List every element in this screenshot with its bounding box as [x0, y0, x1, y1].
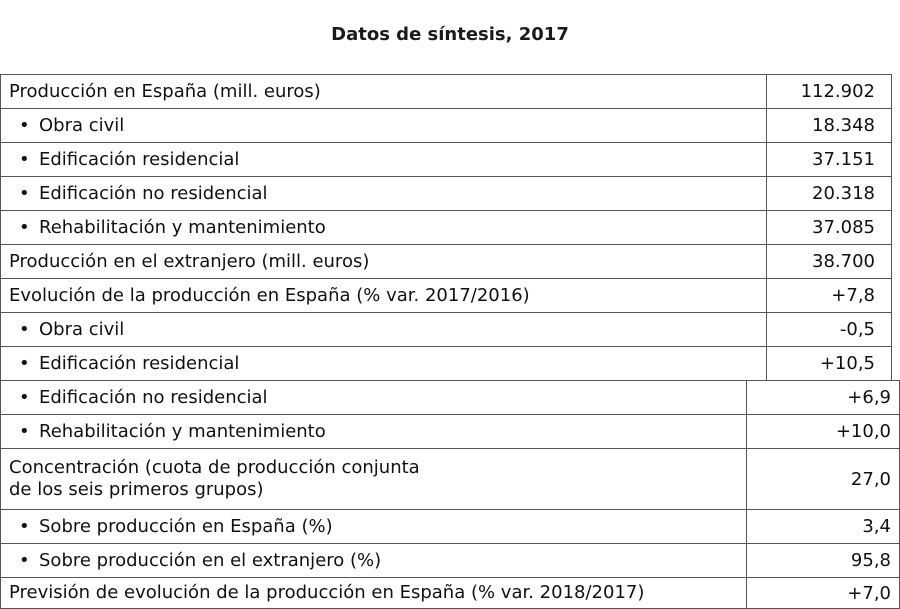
- row-label-cell: • Edificación residencial: [0, 346, 766, 381]
- table-row: Producción en España (mill. euros) 112.9…: [0, 74, 900, 109]
- row-value: 3,4: [746, 509, 900, 544]
- bullet: •: [19, 549, 30, 571]
- row-label-cell: • Sobre producción en España (%): [0, 509, 746, 544]
- row-label: Rehabilitación y mantenimiento: [39, 420, 326, 442]
- row-value: 20.318: [766, 176, 892, 211]
- table-row: • Obra civil 18.348: [0, 108, 900, 143]
- row-value: 37.151: [766, 142, 892, 177]
- table-row: • Edificación no residencial 20.318: [0, 176, 900, 211]
- row-value: +6,9: [746, 380, 900, 415]
- table-row: • Sobre producción en España (%) 3,4: [0, 509, 900, 544]
- table-row: • Obra civil -0,5: [0, 312, 900, 347]
- row-label: Rehabilitación y mantenimiento: [39, 216, 326, 238]
- row-label-cell: • Obra civil: [0, 312, 766, 347]
- table-row: • Rehabilitación y mantenimiento +10,0: [0, 414, 900, 449]
- row-value: 95,8: [746, 543, 900, 578]
- row-label: Edificación no residencial: [39, 182, 268, 204]
- table-row: Concentración (cuota de producción conju…: [0, 448, 900, 510]
- row-label: Edificación no residencial: [39, 386, 268, 408]
- table-row: Previsión de evolución de la producción …: [0, 577, 900, 609]
- row-value: 37.085: [766, 210, 892, 245]
- row-label: Edificación residencial: [39, 148, 240, 170]
- row-label: Edificación residencial: [39, 352, 240, 374]
- table-row: • Edificación residencial 37.151: [0, 142, 900, 177]
- bullet: •: [19, 515, 30, 537]
- bullet: •: [19, 386, 30, 408]
- row-label-cell: • Sobre producción en el extranjero (%): [0, 543, 746, 578]
- table-row: • Rehabilitación y mantenimiento 37.085: [0, 210, 900, 245]
- row-value: -0,5: [766, 312, 892, 347]
- table-title: Datos de síntesis, 2017: [331, 24, 569, 45]
- row-value: 27,0: [746, 448, 900, 510]
- row-label-cell: Concentración (cuota de producción conju…: [0, 448, 746, 510]
- row-label-cell: • Edificación no residencial: [0, 176, 766, 211]
- row-label-cell: • Edificación residencial: [0, 142, 766, 177]
- row-value: +10,5: [766, 346, 892, 381]
- row-label: Sobre producción en el extranjero (%): [39, 549, 382, 571]
- bullet: •: [19, 148, 30, 170]
- row-label: Producción en el extranjero (mill. euros…: [0, 244, 766, 279]
- table-row: • Edificación no residencial +6,9: [0, 380, 900, 415]
- bullet: •: [19, 114, 30, 136]
- row-label: Producción en España (mill. euros): [0, 74, 766, 109]
- row-value: +7,8: [766, 278, 892, 313]
- row-label-cell: • Rehabilitación y mantenimiento: [0, 414, 746, 449]
- bullet: •: [19, 216, 30, 238]
- bullet: •: [19, 182, 30, 204]
- table-row: • Sobre producción en el extranjero (%) 9…: [0, 543, 900, 578]
- row-value: 18.348: [766, 108, 892, 143]
- row-label-cell: • Obra civil: [0, 108, 766, 143]
- table-row: • Edificación residencial +10,5: [0, 346, 900, 381]
- table-row: Evolución de la producción en España (% …: [0, 278, 900, 313]
- bullet: •: [19, 318, 30, 340]
- row-label: Sobre producción en España (%): [39, 515, 333, 537]
- row-label-cell: • Edificación no residencial: [0, 380, 746, 415]
- table-row: Producción en el extranjero (mill. euros…: [0, 244, 900, 279]
- row-label: Obra civil: [39, 318, 125, 340]
- row-value: +10,0: [746, 414, 900, 449]
- row-value: 38.700: [766, 244, 892, 279]
- row-label-line2: de los seis primeros grupos): [9, 479, 264, 500]
- row-value: 112.902: [766, 74, 892, 109]
- bullet: •: [19, 420, 30, 442]
- row-label-line1: Concentración (cuota de producción conju…: [9, 457, 420, 478]
- bullet: •: [19, 352, 30, 374]
- row-value: +7,0: [746, 577, 900, 609]
- row-label: Obra civil: [39, 114, 125, 136]
- row-label: Previsión de evolución de la producción …: [0, 577, 746, 609]
- row-label: Evolución de la producción en España (% …: [0, 278, 766, 313]
- row-label-cell: • Rehabilitación y mantenimiento: [0, 210, 766, 245]
